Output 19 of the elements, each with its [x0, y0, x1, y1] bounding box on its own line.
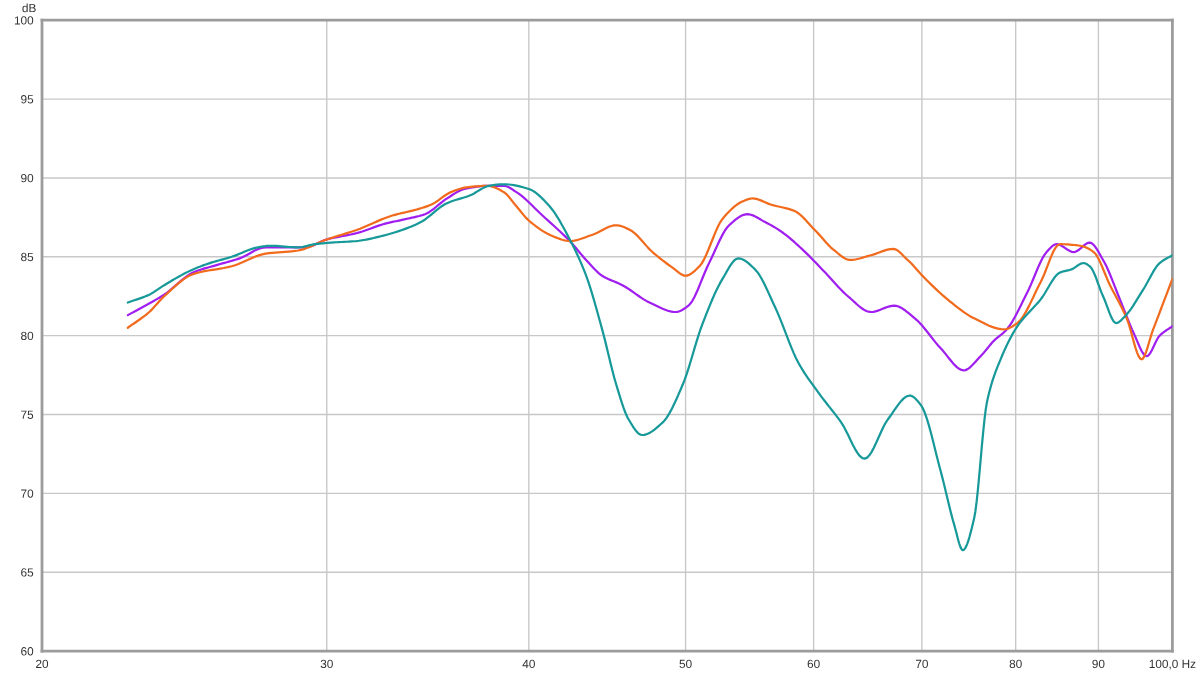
- y-tick-label: 85: [21, 252, 34, 262]
- y-tick-label: 75: [21, 410, 34, 419]
- x-tick-label: 30: [320, 659, 333, 669]
- x-tick-label: 50: [679, 659, 692, 669]
- x-tick-label: 80: [1009, 659, 1022, 669]
- x-tick-label: 90: [1092, 659, 1105, 669]
- x-tick-label: 20: [36, 659, 49, 669]
- y-tick-label: 70: [21, 489, 34, 498]
- y-tick-label: 60: [21, 647, 34, 656]
- x-tick-label: 40: [522, 659, 535, 669]
- x-tick-label: 60: [807, 659, 820, 669]
- y-tick-label: 100: [14, 16, 34, 25]
- y-tick-label: 90: [21, 173, 34, 183]
- y-axis-title: dB: [22, 3, 36, 13]
- y-tick-label: 65: [21, 568, 34, 577]
- y-tick-label: 95: [21, 95, 34, 104]
- y-tick-label: 80: [21, 331, 34, 341]
- x-tick-label: 70: [915, 659, 928, 669]
- x-tick-label: 100,0 Hz: [1149, 659, 1196, 670]
